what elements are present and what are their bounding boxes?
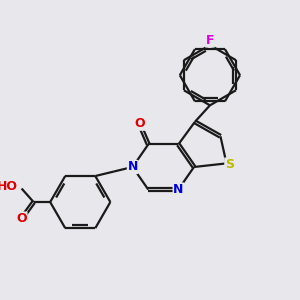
Text: O: O <box>134 117 145 130</box>
Text: O: O <box>16 212 27 225</box>
Text: HO: HO <box>0 180 18 193</box>
Text: N: N <box>128 160 138 173</box>
Text: F: F <box>206 34 214 47</box>
Text: S: S <box>225 158 234 171</box>
Text: N: N <box>173 183 184 196</box>
